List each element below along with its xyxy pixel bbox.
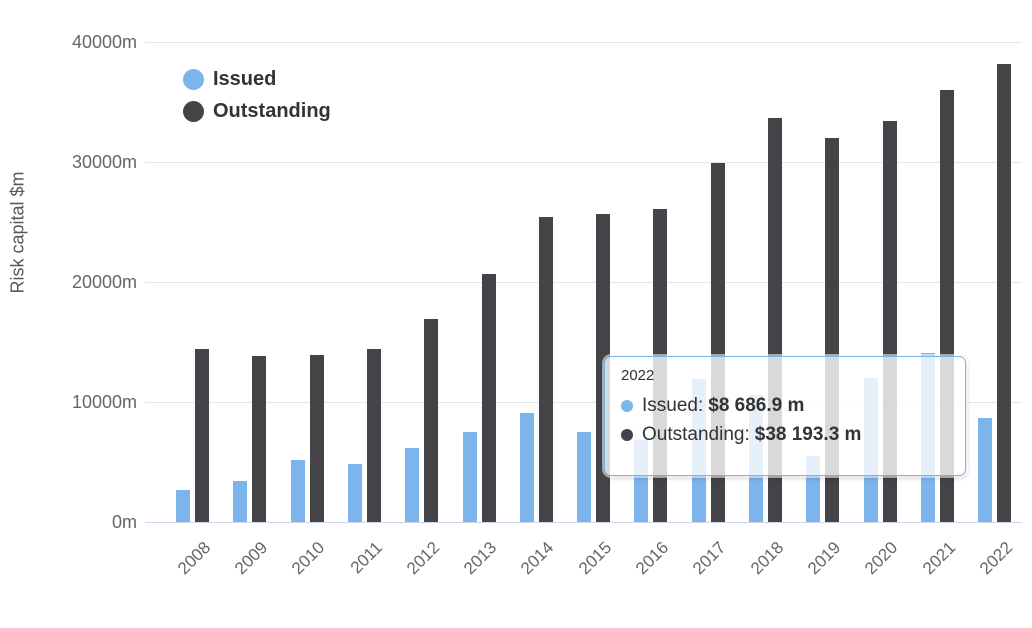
x-tick-label-2015: 2015 [574, 538, 616, 579]
legend-marker-outstanding-icon [183, 100, 204, 122]
bar-outstanding-2011[interactable] [366, 349, 381, 522]
legend-label-outstanding: Outstanding [213, 100, 331, 122]
bar-issued-2022[interactable] [978, 417, 993, 522]
x-tick-label-2019: 2019 [804, 538, 845, 579]
gridline [145, 282, 1022, 283]
bar-issued-2013[interactable] [462, 432, 477, 522]
x-tick-label-2017: 2017 [689, 538, 730, 579]
gridline [145, 402, 1022, 403]
bar-outstanding-2015[interactable] [596, 213, 611, 522]
bar-outstanding-2016[interactable] [653, 208, 668, 522]
bar-issued-2017[interactable] [691, 379, 706, 522]
bar-outstanding-2009[interactable] [252, 356, 267, 522]
legend-label-issued: Issued [213, 68, 277, 90]
x-tick-label-2012: 2012 [402, 538, 444, 579]
x-tick-label-2011: 2011 [346, 538, 386, 578]
bar-issued-2021[interactable] [920, 352, 935, 522]
bar-outstanding-2019[interactable] [825, 138, 840, 522]
bar-issued-2018[interactable] [749, 394, 763, 522]
bar-issued-2016[interactable] [634, 440, 649, 522]
x-tick-label-2016: 2016 [632, 538, 673, 579]
y-tick-label: 20000m [71, 272, 137, 292]
bar-issued-2010[interactable] [290, 459, 305, 522]
tooltip-marker-outstanding-icon [621, 428, 633, 441]
bar-outstanding-2020[interactable] [882, 121, 897, 522]
x-tick-label-2014: 2014 [517, 538, 558, 579]
x-tick-label-2021: 2021 [918, 538, 959, 579]
y-tick-label: 30000m [71, 152, 137, 172]
legend: Issued Outstanding [183, 63, 331, 127]
bar-issued-2019[interactable] [806, 456, 821, 522]
x-axis-line [145, 522, 1022, 523]
bar-outstanding-2013[interactable] [481, 273, 496, 522]
bar-issued-2014[interactable] [519, 412, 534, 522]
x-tick-label-2008: 2008 [173, 538, 214, 579]
bar-outstanding-2021[interactable] [939, 90, 954, 522]
y-tick-label: 10000m [71, 392, 137, 412]
x-tick-label-2022: 2022 [975, 538, 1017, 579]
bar-outstanding-2022[interactable] [997, 63, 1012, 522]
tooltip-title: 2022 [621, 367, 655, 384]
bar-outstanding-2014[interactable] [538, 217, 553, 522]
tooltip-row-issued: Issued: $8 686.9 m [621, 391, 949, 420]
bar-outstanding-2008[interactable] [195, 349, 209, 522]
legend-item-outstanding[interactable]: Outstanding [183, 95, 331, 127]
gridline [145, 42, 1022, 43]
y-tick-label: 40000m [71, 32, 137, 52]
bar-issued-2012[interactable] [405, 447, 420, 522]
bar-outstanding-2017[interactable] [710, 163, 725, 522]
bar-issued-2015[interactable] [577, 432, 592, 522]
bar-issued-2008[interactable] [176, 489, 190, 522]
bar-outstanding-2010[interactable] [309, 355, 324, 522]
x-tick-label-2010: 2010 [288, 538, 329, 579]
x-tick-label-2018: 2018 [746, 538, 787, 579]
bar-outstanding-2012[interactable] [424, 319, 439, 522]
bar-issued-2020[interactable] [863, 378, 878, 522]
x-tick-label-2020: 2020 [861, 538, 902, 579]
gridline [145, 162, 1022, 163]
bar-issued-2011[interactable] [347, 464, 362, 522]
legend-item-issued[interactable]: Issued [183, 63, 331, 95]
x-tick-label-2009: 2009 [231, 538, 272, 579]
bar-issued-2009[interactable] [233, 481, 248, 522]
x-tick-label-2013: 2013 [460, 538, 501, 579]
bar-outstanding-2018[interactable] [768, 117, 782, 522]
y-tick-label: 0m [111, 512, 137, 532]
tooltip-row-outstanding: Outstanding: $38 193.3 m [621, 420, 949, 449]
legend-marker-issued-icon [183, 68, 204, 90]
